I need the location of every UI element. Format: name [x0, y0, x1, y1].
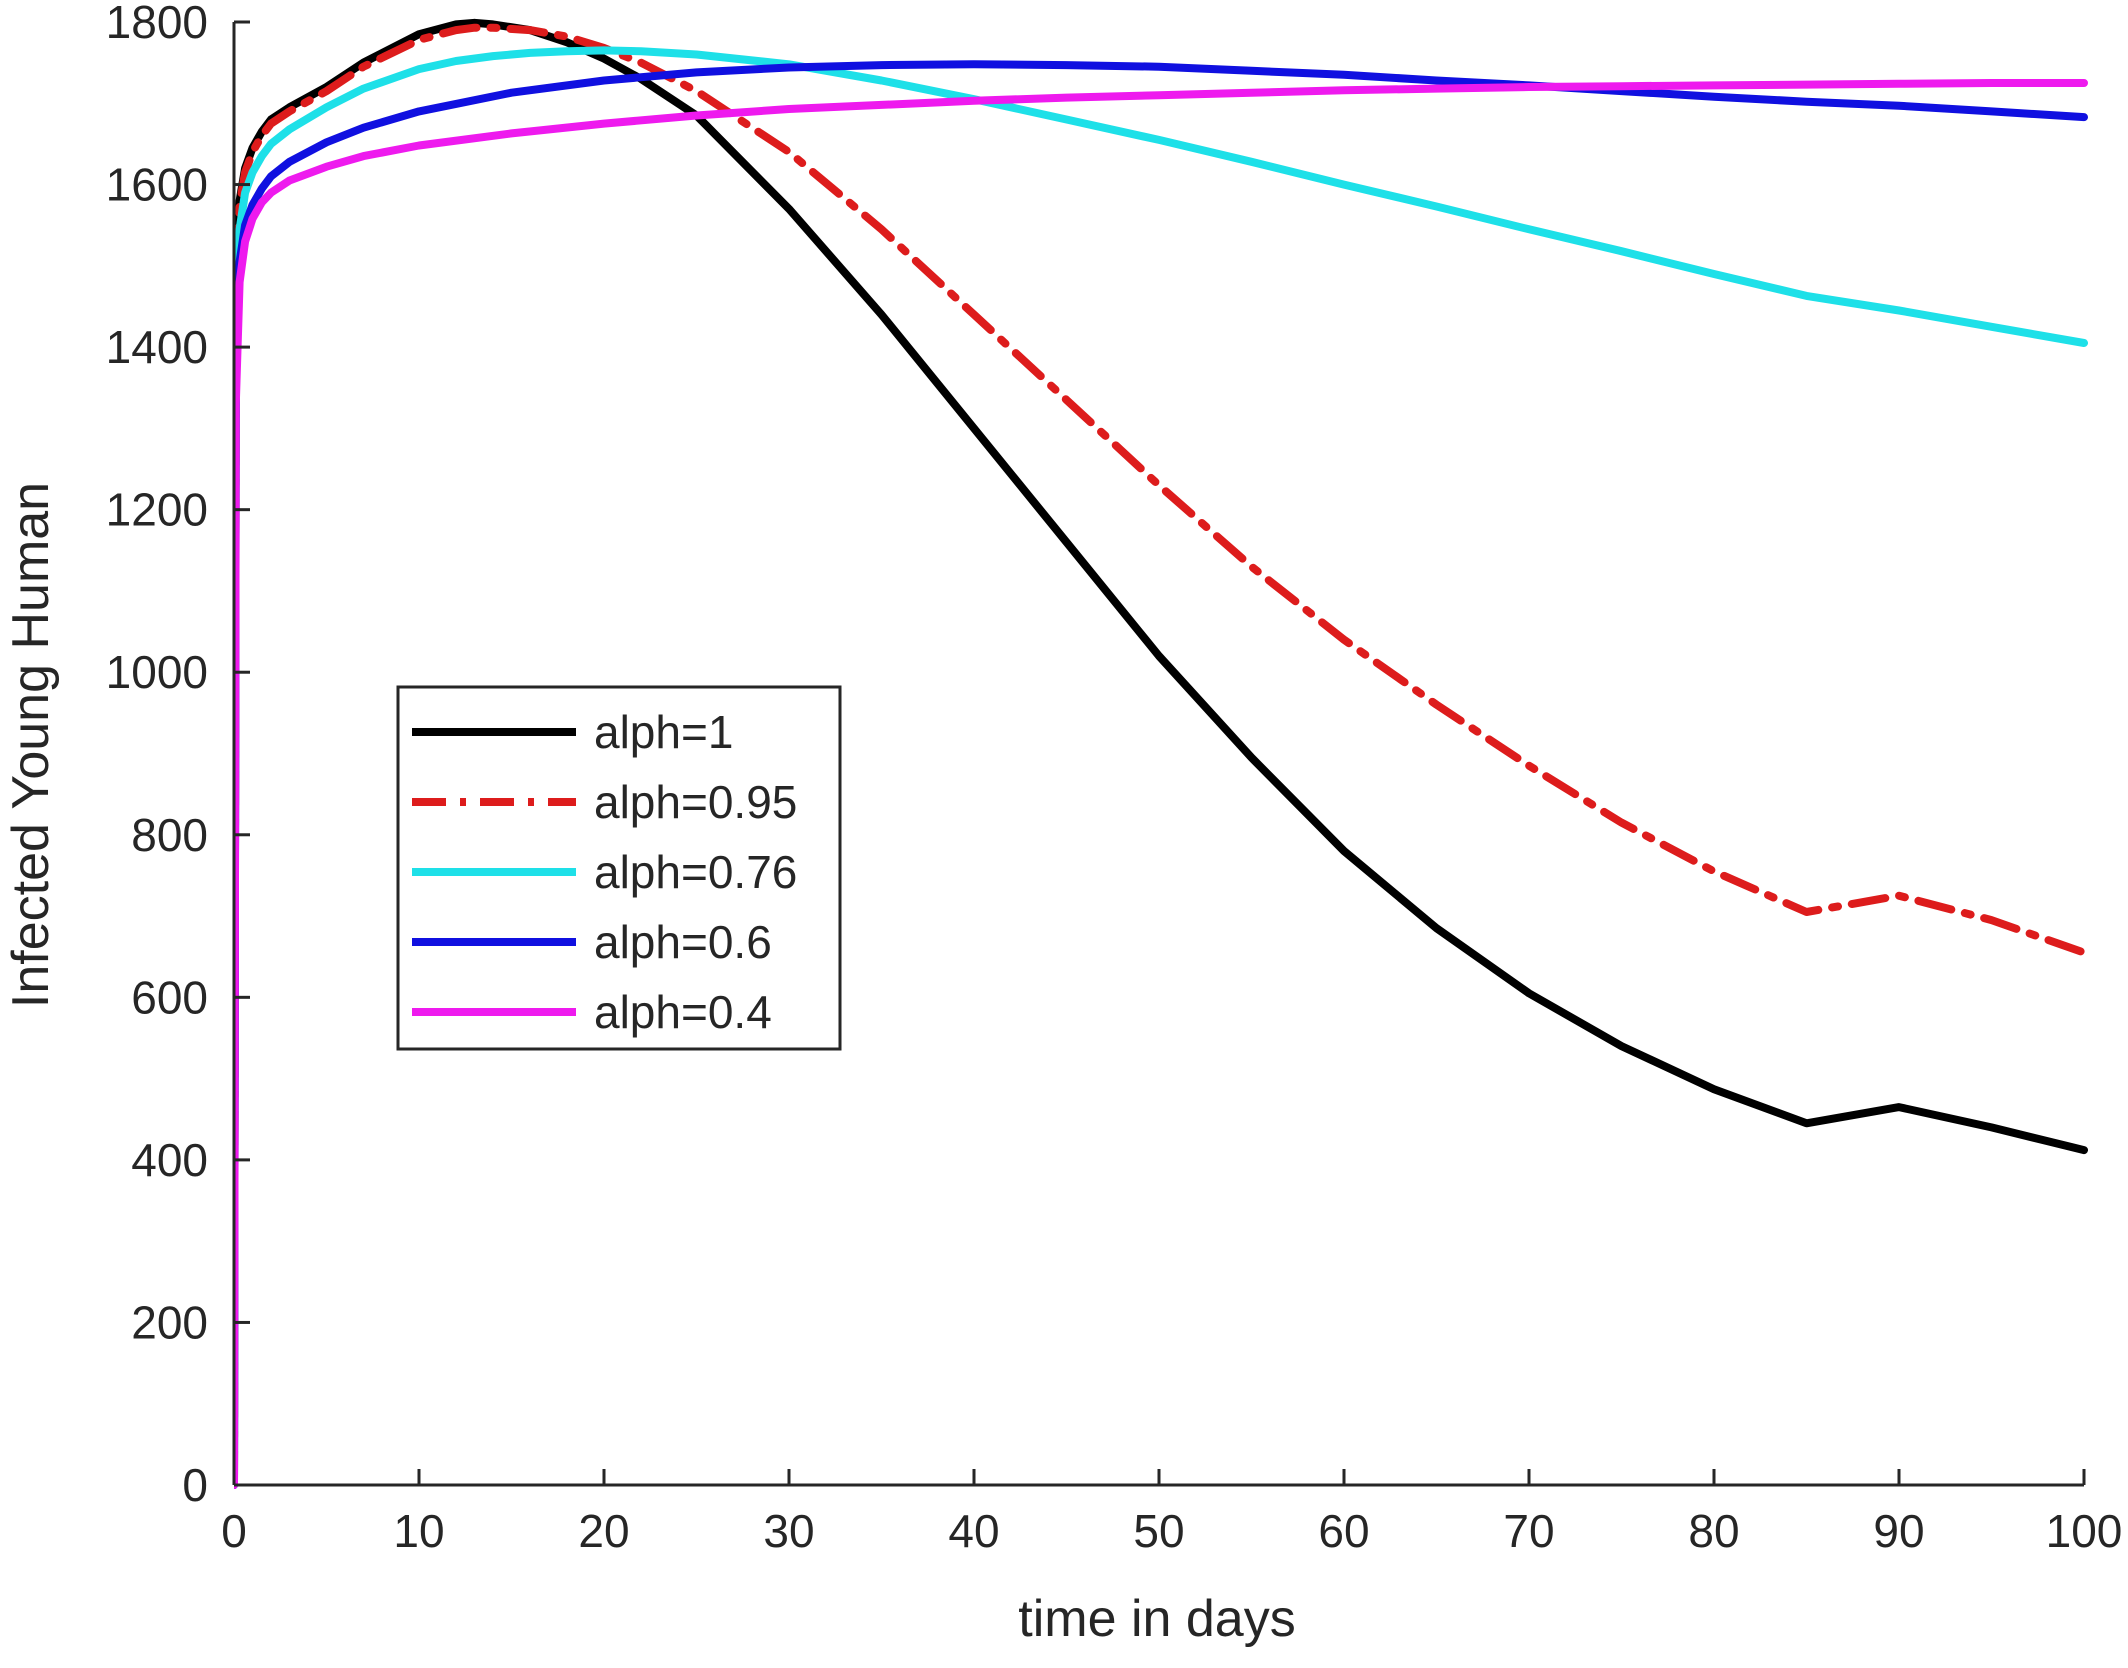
y-tick-label: 1200: [106, 484, 208, 536]
x-tick-label: 100: [2046, 1505, 2123, 1557]
x-tick-label: 40: [948, 1505, 999, 1557]
y-tick-label: 600: [131, 971, 208, 1023]
series-line-4: [234, 79, 2088, 1489]
series-line-1: [234, 23, 2088, 1489]
axes: 0 10 20 30 40 50 60 70 80 90 100020040060080010001…: [106, 0, 2123, 1557]
x-axis-label: time in days: [1018, 1590, 1295, 1648]
x-tick-label: 70: [1503, 1505, 1554, 1557]
y-tick-label: 800: [131, 809, 208, 861]
legend-label-2: alph=0.76: [594, 846, 797, 898]
x-tick-label: 0: [221, 1505, 247, 1557]
x-tick-label: 50: [1133, 1505, 1184, 1557]
x-tick-label: 60: [1318, 1505, 1369, 1557]
legend-label-4: alph=0.4: [594, 986, 772, 1038]
x-tick-label: 20: [578, 1505, 629, 1557]
y-tick-label: 1800: [106, 0, 208, 48]
y-tick-label: 0: [182, 1459, 208, 1511]
series-line-3: [234, 60, 2088, 1489]
legend: alph=1 alph=0.95 alph=0.76 alph=0.6 alph=0.4: [396, 685, 842, 1051]
plot-area: [234, 18, 2088, 1489]
series-line-2: [234, 46, 2088, 1489]
y-tick-label: 1000: [106, 646, 208, 698]
legend-label-1: alph=0.95: [594, 776, 797, 828]
y-tick-label: 400: [131, 1134, 208, 1186]
x-tick-label: 10: [393, 1505, 444, 1557]
y-tick-label: 1400: [106, 321, 208, 373]
x-tick-label: 90: [1873, 1505, 1924, 1557]
x-tick-label: 80: [1688, 1505, 1739, 1557]
x-tick-label: 30: [763, 1505, 814, 1557]
legend-label-3: alph=0.6: [594, 916, 772, 968]
legend-label-0: alph=1: [594, 706, 733, 758]
y-tick-label: 1600: [106, 159, 208, 211]
y-axis-label: Infected Young Human: [2, 482, 60, 1008]
y-tick-label: 200: [131, 1296, 208, 1348]
